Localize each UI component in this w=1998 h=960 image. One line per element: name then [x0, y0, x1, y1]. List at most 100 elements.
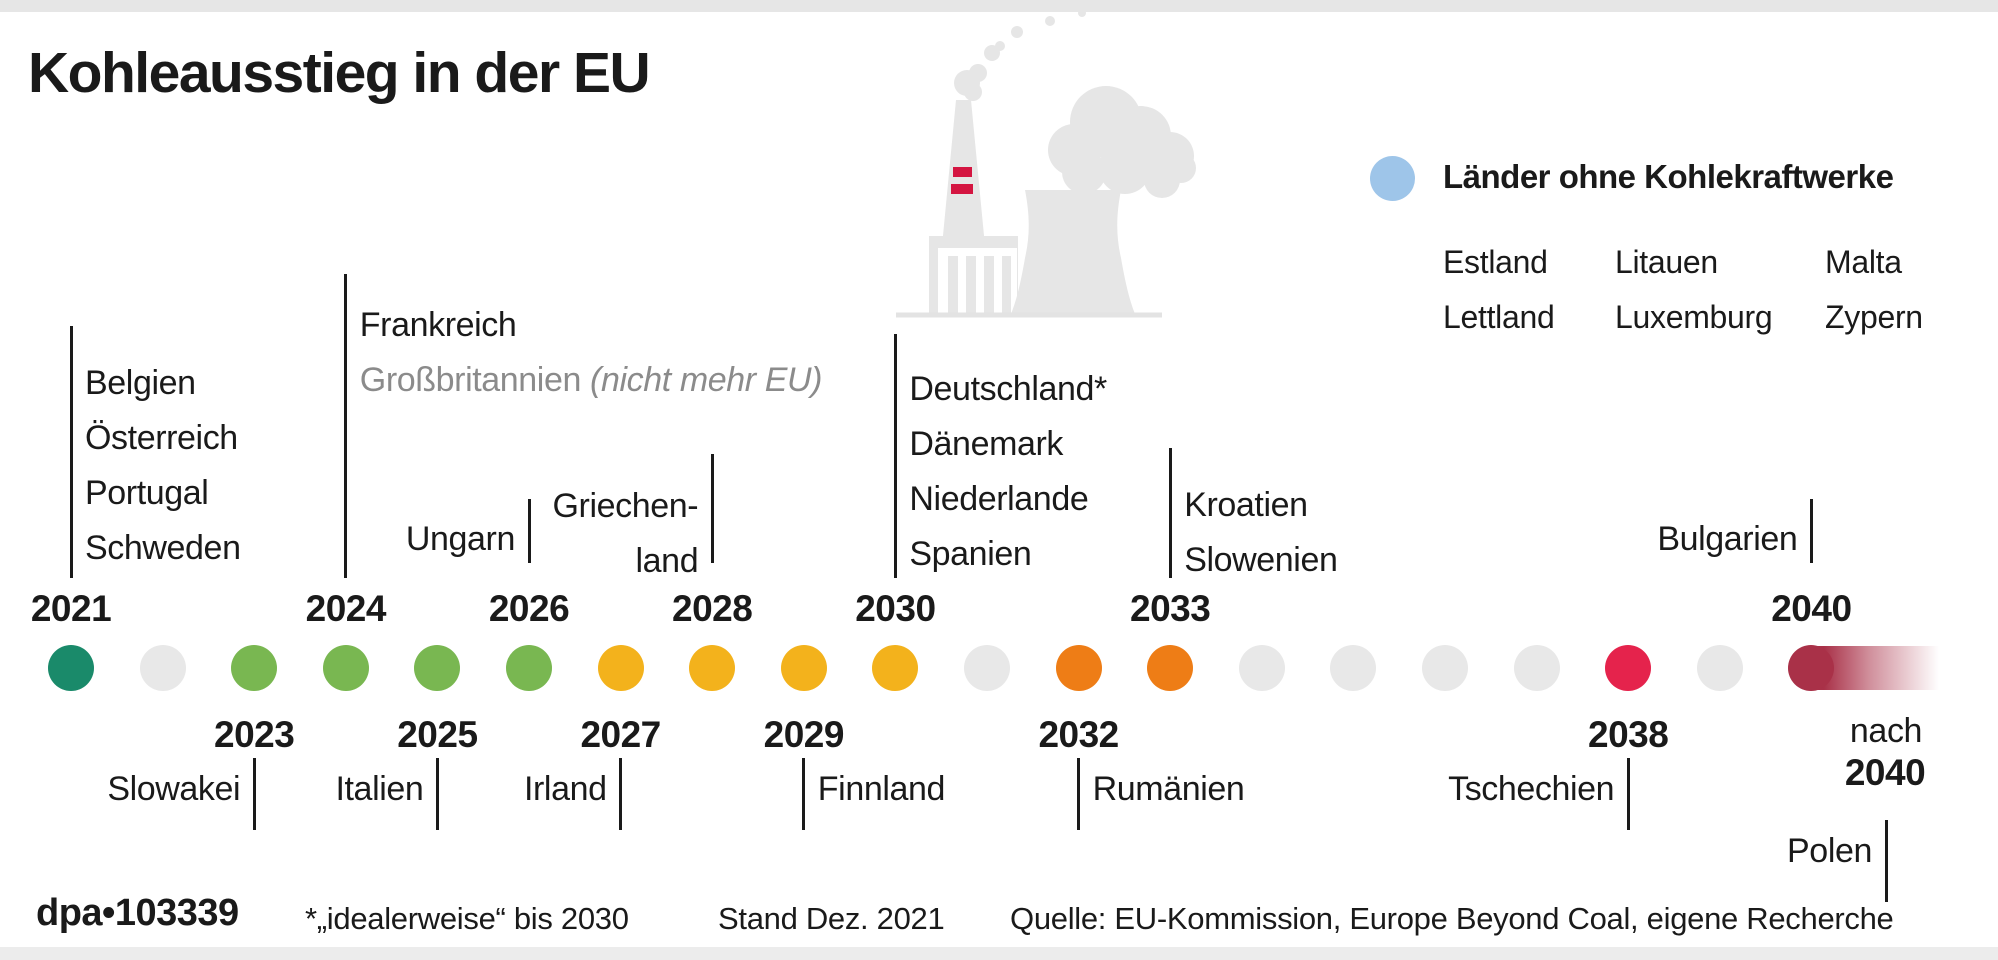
country-label: Portugal — [85, 474, 209, 512]
country-label: Schweden — [85, 529, 241, 567]
timeline-dot-2031 — [964, 645, 1010, 691]
year-label-bottom-2032: 2032 — [1038, 714, 1119, 755]
page-title: Kohleausstieg in der EU — [28, 41, 651, 105]
cooling-tower-icon — [1011, 190, 1135, 314]
tick-2026 — [527, 499, 531, 563]
legend-title: Länder ohne Kohlekraftwerke — [1443, 158, 1894, 195]
as-of-date: Stand Dez. 2021 — [718, 901, 945, 936]
dpa-credit: dpa•103339 — [36, 892, 239, 934]
tick-2040 — [1809, 499, 1813, 563]
timeline-dot-2037 — [1513, 645, 1560, 691]
timeline-dot-2022 — [139, 645, 186, 691]
top-border-bar — [0, 0, 1998, 12]
annotation-countries-2024: Frankreich Großbritannien (nicht mehr EU) — [359, 298, 823, 408]
year-label-top-2028: 2028 — [672, 588, 753, 629]
country-label: Ungarn — [405, 520, 516, 558]
timeline-dot-2030 — [872, 645, 919, 691]
legend-country-Estland: Estland — [1443, 244, 1548, 280]
timeline-dot-2021 — [48, 645, 94, 691]
tick-2028 — [710, 454, 714, 563]
tick-bottom-2025 — [435, 758, 439, 830]
annotation-countries-2030: Deutschland* Dänemark Niederlande Spanien — [909, 362, 1107, 582]
tick-bottom-2027 — [619, 758, 623, 830]
country-label: Slowenien — [1184, 541, 1338, 579]
legend-country-Luxemburg: Luxemburg — [1615, 299, 1773, 335]
country-label: Österreich — [85, 419, 238, 457]
legend-country-Zypern: Zypern — [1825, 299, 1923, 335]
tick-2030 — [893, 334, 897, 578]
country-label-Finnland: Finnland — [817, 770, 946, 808]
legend-no-coal-dot-icon — [1370, 156, 1415, 201]
chimney-stripes — [951, 167, 973, 194]
after-2040-label-line1: nach — [1849, 712, 1923, 750]
country-label-Tschechien: Tschechien — [1448, 770, 1615, 808]
country-label: Spanien — [909, 535, 1032, 573]
timeline-dot-2028 — [689, 645, 736, 691]
country-label: Frankreich — [359, 306, 517, 344]
annotation-countries-2028: Griechen-land — [553, 479, 699, 589]
annotation-countries-2026: Ungarn — [405, 512, 516, 567]
source-line: Quelle: EU-Kommission, Europe Beyond Coa… — [1010, 901, 1894, 936]
tick-bottom-2023 — [252, 758, 256, 830]
timeline-dot-2027 — [597, 645, 644, 691]
country-label-Italien: Italien — [335, 770, 424, 808]
timeline-dot-2029 — [780, 645, 827, 691]
year-label-bottom-2029: 2029 — [763, 714, 845, 755]
tick-bottom-2032 — [1077, 758, 1081, 830]
country-label-Rumänien: Rumänien — [1092, 770, 1245, 808]
year-label-bottom-2027: 2027 — [580, 714, 661, 755]
country-label-Slowakei: Slowakei — [107, 770, 241, 808]
year-label-top-2040: 2040 — [1771, 588, 1852, 629]
timeline-dot-2039 — [1696, 645, 1743, 691]
steam-cloud-icon — [1048, 86, 1196, 198]
country-label: Griechen- — [552, 487, 699, 525]
country-label-note: (nicht mehr EU) — [590, 361, 823, 399]
year-label-bottom-2025: 2025 — [397, 714, 478, 755]
country-label-Irland: Irland — [523, 770, 607, 808]
legend-country-Lettland: Lettland — [1443, 299, 1555, 335]
year-label-top-2026: 2026 — [488, 588, 570, 629]
tick-2021 — [69, 326, 73, 578]
timeline-dot-2032 — [1055, 645, 1102, 691]
timeline-dot-2023 — [231, 645, 278, 691]
annotation-countries-2040: Bulgarien — [1657, 512, 1797, 567]
coal-power-plant-icon — [896, 5, 1196, 318]
legend-country-Malta: Malta — [1825, 244, 1902, 280]
tick-bottom-2038 — [1626, 758, 1630, 830]
annotation-countries-2021: Belgien Österreich Portugal Schweden — [85, 356, 241, 576]
year-label-bottom-2023: 2023 — [214, 714, 295, 755]
legend-country-Litauen: Litauen — [1615, 244, 1718, 280]
timeline-dot-2025 — [414, 645, 461, 691]
timeline-dot-2024 — [322, 645, 369, 691]
bottom-border-bar — [0, 947, 1998, 960]
country-label: Großbritannien (nicht mehr EU) — [359, 361, 823, 399]
year-label-top-2033: 2033 — [1130, 588, 1211, 629]
timeline-dot-2034 — [1238, 645, 1285, 691]
timeline-dot-2035 — [1330, 645, 1377, 691]
footnote: *„idealerweise“ bis 2030 — [305, 901, 629, 936]
tick-2024 — [344, 274, 348, 578]
country-label-Polen: Polen — [1787, 832, 1872, 870]
tick-bottom-after-2040 — [1884, 820, 1888, 902]
country-label: Deutschland* — [909, 370, 1107, 408]
timeline-dot-2033 — [1147, 645, 1194, 691]
timeline-dot-2040 — [1788, 645, 1835, 691]
year-label-bottom-2038: 2038 — [1588, 714, 1669, 755]
smoke-puffs-icon — [954, 5, 1108, 101]
tick-bottom-2029 — [802, 758, 806, 830]
country-label: land — [635, 542, 699, 580]
country-label: Belgien — [85, 364, 196, 402]
country-label: Dänemark — [909, 425, 1064, 463]
country-label: Bulgarien — [1657, 520, 1798, 558]
after-2040-label-line2: 2040 — [1844, 752, 1926, 793]
plant-building-icon — [929, 236, 1018, 314]
tick-2033 — [1168, 448, 1172, 578]
timeline-dot-2036 — [1422, 645, 1468, 691]
country-label: Niederlande — [909, 480, 1089, 518]
year-label-top-2021: 2021 — [30, 588, 112, 629]
year-label-top-2024: 2024 — [305, 588, 387, 629]
country-label: Kroatien — [1184, 486, 1308, 524]
annotation-countries-2033: Kroatien Slowenien — [1184, 478, 1338, 588]
timeline-dot-2026 — [506, 645, 552, 691]
